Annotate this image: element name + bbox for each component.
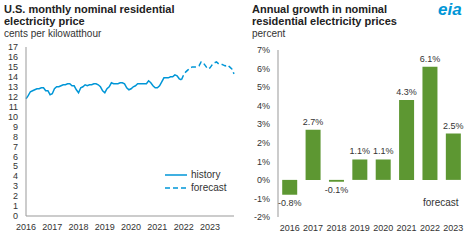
svg-text:3: 3 bbox=[13, 181, 18, 191]
svg-text:2: 2 bbox=[13, 191, 18, 201]
svg-text:14: 14 bbox=[8, 72, 18, 82]
html-text:forecast: forecast bbox=[191, 182, 227, 193]
svg-text:-1%: -1% bbox=[254, 194, 270, 204]
svg-text:2019: 2019 bbox=[350, 223, 370, 233]
svg-text:8: 8 bbox=[13, 132, 18, 142]
html-text:cents per kilowatthour: cents per kilowatthour bbox=[4, 28, 102, 39]
svg-text:3%: 3% bbox=[257, 119, 270, 129]
svg-text:17: 17 bbox=[8, 42, 18, 52]
svg-text:13: 13 bbox=[8, 82, 18, 92]
svg-text:1: 1 bbox=[13, 201, 18, 211]
svg-text:0: 0 bbox=[13, 211, 18, 221]
html-text:eia: eia bbox=[438, 0, 462, 19]
svg-text:2023: 2023 bbox=[200, 222, 220, 232]
svg-text:2022: 2022 bbox=[174, 222, 194, 232]
svg-text:10: 10 bbox=[8, 112, 18, 122]
svg-text:5%: 5% bbox=[257, 82, 270, 92]
svg-text:7: 7 bbox=[13, 142, 18, 152]
svg-text:2.7%: 2.7% bbox=[303, 117, 324, 127]
svg-text:2.5%: 2.5% bbox=[443, 121, 464, 131]
svg-text:1.1%: 1.1% bbox=[350, 146, 371, 156]
html-text:percent: percent bbox=[252, 28, 286, 39]
svg-text:1.1%: 1.1% bbox=[373, 146, 394, 156]
svg-text:2021: 2021 bbox=[397, 223, 417, 233]
svg-text:2017: 2017 bbox=[303, 223, 323, 233]
svg-text:2018: 2018 bbox=[326, 223, 346, 233]
svg-text:2020: 2020 bbox=[121, 222, 141, 232]
svg-text:2016: 2016 bbox=[16, 222, 36, 232]
html-text:history: history bbox=[191, 169, 221, 180]
svg-text:-0.1%: -0.1% bbox=[325, 185, 349, 195]
html-text:forecast: forecast bbox=[423, 197, 459, 208]
svg-text:15: 15 bbox=[8, 62, 18, 72]
svg-text:12: 12 bbox=[8, 92, 18, 102]
svg-text:4%: 4% bbox=[257, 101, 270, 111]
svg-text:7%: 7% bbox=[257, 45, 270, 55]
svg-text:6: 6 bbox=[13, 152, 18, 162]
html-text:Annual growth in nominal resid: Annual growth in nominal residential ele… bbox=[252, 3, 397, 27]
svg-text:2019: 2019 bbox=[95, 222, 115, 232]
svg-text:2023: 2023 bbox=[443, 223, 463, 233]
svg-text:2%: 2% bbox=[257, 138, 270, 148]
html-text:U.S. monthly nominal residenti: U.S. monthly nominal residential electri… bbox=[4, 3, 175, 27]
svg-text:6.1%: 6.1% bbox=[420, 54, 441, 64]
svg-text:2017: 2017 bbox=[42, 222, 62, 232]
svg-text:4: 4 bbox=[13, 171, 18, 181]
svg-text:0%: 0% bbox=[257, 175, 270, 185]
svg-text:6%: 6% bbox=[257, 64, 270, 74]
svg-text:9: 9 bbox=[13, 122, 18, 132]
svg-text:-0.8%: -0.8% bbox=[278, 198, 302, 208]
svg-text:16: 16 bbox=[8, 52, 18, 62]
svg-text:2020: 2020 bbox=[373, 223, 393, 233]
svg-text:1%: 1% bbox=[257, 157, 270, 167]
svg-text:5: 5 bbox=[13, 161, 18, 171]
svg-text:2021: 2021 bbox=[147, 222, 167, 232]
svg-text:11: 11 bbox=[9, 102, 18, 112]
svg-text:4.3%: 4.3% bbox=[396, 87, 417, 97]
svg-text:-2%: -2% bbox=[254, 212, 270, 222]
svg-text:2016: 2016 bbox=[280, 223, 300, 233]
svg-text:2018: 2018 bbox=[69, 222, 89, 232]
svg-text:2022: 2022 bbox=[420, 223, 440, 233]
